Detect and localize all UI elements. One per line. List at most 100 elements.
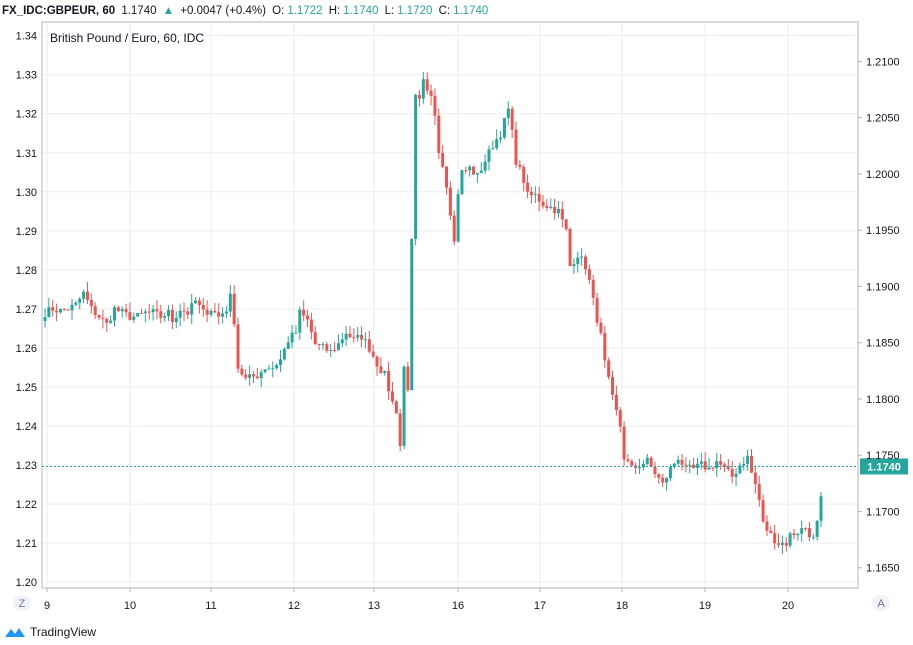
candle-down <box>522 166 526 183</box>
left-tick-label: 1.24 <box>16 421 37 433</box>
x-tick-label: 17 <box>534 600 546 612</box>
candle-up <box>645 457 649 464</box>
candle-up <box>221 313 225 317</box>
candle-up <box>136 313 140 317</box>
candle-down <box>599 322 603 333</box>
candle-up <box>502 117 506 138</box>
candle-down <box>630 461 634 466</box>
right-tick-label: 1.1900 <box>866 281 900 293</box>
candle-down <box>807 528 811 537</box>
candle-up <box>780 542 784 545</box>
candle-up <box>695 463 699 468</box>
candle-down <box>255 376 259 379</box>
candle-down <box>757 484 761 501</box>
candle-up <box>460 170 464 195</box>
candle-up <box>738 465 742 474</box>
candle-down <box>614 394 618 411</box>
candle-up <box>224 311 228 314</box>
candle-down <box>526 182 530 192</box>
left-tick-label: 1.29 <box>16 226 37 238</box>
candle-down <box>730 469 734 477</box>
candle-down <box>352 337 356 339</box>
candle-down <box>445 166 449 188</box>
candle-up <box>815 520 819 537</box>
candle-down <box>661 477 665 483</box>
left-axis-button-label[interactable]: Z <box>19 598 26 610</box>
candle-down <box>205 309 209 315</box>
candle-up <box>533 194 537 196</box>
candle-down <box>379 366 383 374</box>
left-tick-label: 1.34 <box>16 31 37 43</box>
candle-down <box>784 542 788 546</box>
candle-down <box>244 374 248 378</box>
left-tick-label: 1.21 <box>16 538 37 550</box>
candle-up <box>788 533 792 546</box>
candle-down <box>591 279 595 298</box>
left-tick-label: 1.32 <box>16 109 37 121</box>
candle-up <box>209 310 213 315</box>
candle-down <box>217 312 221 317</box>
low-value: 1.1720 <box>397 5 433 17</box>
right-tick-label: 1.2100 <box>866 56 900 68</box>
candle-down <box>101 317 105 319</box>
candle-down <box>406 366 410 391</box>
left-tick-label: 1.28 <box>16 265 37 277</box>
candle-up <box>336 343 340 351</box>
candle-up <box>275 364 279 369</box>
candle-up <box>414 94 418 239</box>
candle-down <box>587 269 591 280</box>
candle-up <box>70 304 74 311</box>
left-tick-label: 1.25 <box>16 382 37 394</box>
candle-up <box>495 139 499 149</box>
candle-down <box>769 530 773 534</box>
candle-up <box>74 302 78 305</box>
candle-down <box>213 310 217 313</box>
candle-up <box>194 300 198 304</box>
candle-down <box>360 334 364 340</box>
auto-scale-button-label[interactable]: A <box>877 598 885 610</box>
candle-up <box>475 172 479 175</box>
candle-down <box>553 206 557 214</box>
candle-down <box>545 205 549 208</box>
x-tick-label: 16 <box>452 600 464 612</box>
current-price-badge <box>860 458 908 475</box>
candle-down <box>603 332 607 361</box>
candle-down <box>719 461 723 465</box>
candle-up <box>151 309 155 313</box>
auto-scale-button[interactable] <box>872 595 890 611</box>
left-axis-button[interactable] <box>13 595 31 611</box>
candle-up <box>800 528 804 534</box>
candle-down <box>309 319 313 333</box>
candle-up <box>688 464 692 466</box>
high-label: H: <box>328 5 341 17</box>
left-tick-label: 1.23 <box>16 460 37 472</box>
left-tick-label: 1.27 <box>16 304 37 316</box>
candle-down <box>684 464 688 466</box>
footer-brand[interactable]: TradingView <box>4 622 96 642</box>
candle-down <box>425 79 429 91</box>
candle-down <box>564 219 568 229</box>
candle-up <box>487 149 491 162</box>
candle-down <box>529 191 533 196</box>
ohlc-header: FX_IDC:GBPEUR, 60 1.1740 ▲ +0.0047 (+0.4… <box>0 0 913 22</box>
candle-down <box>792 533 796 536</box>
candle-up <box>329 350 333 352</box>
candle-down <box>232 293 236 325</box>
candle-down <box>394 401 398 414</box>
candle-up <box>580 256 584 258</box>
left-tick-label: 1.26 <box>16 343 37 355</box>
open-label: O: <box>272 5 285 17</box>
candle-up <box>796 533 800 536</box>
candle-up <box>190 303 194 315</box>
x-tick-label: 11 <box>205 600 216 612</box>
candle-down <box>653 466 657 475</box>
candle-down <box>89 299 93 307</box>
candle-up <box>676 459 680 464</box>
price-chart[interactable]: 1.1740 1.341.331.321.311.301.291.281.271… <box>0 0 913 622</box>
x-tick-label: 18 <box>616 600 628 612</box>
candle-down <box>433 95 437 116</box>
symbol-label[interactable]: FX_IDC:GBPEUR, 60 <box>2 5 116 17</box>
candle-up <box>321 344 325 346</box>
candle-down <box>140 313 144 315</box>
candle-up <box>298 309 302 333</box>
